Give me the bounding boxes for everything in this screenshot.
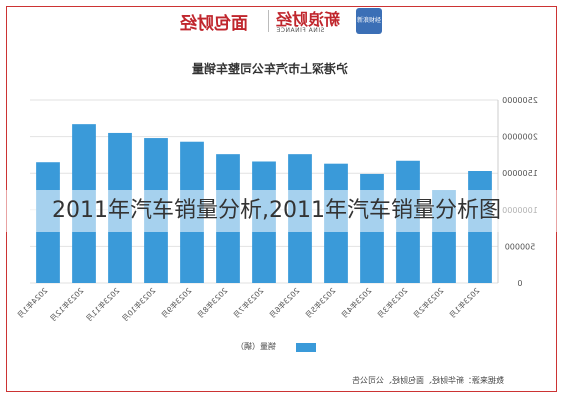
x-tick-label-group: 2023年3月 bbox=[375, 285, 410, 320]
x-tick-label-group: 2024年1月 bbox=[15, 285, 50, 320]
overlay-caption: 2011年汽车销量分析,2011年汽车销量分析图 bbox=[0, 190, 565, 232]
y-tick-label-group: 0 bbox=[517, 279, 522, 288]
x-tick-label: 2023年9月 bbox=[159, 285, 194, 320]
y-tick-label-group: 500000 bbox=[505, 242, 536, 251]
legend-swatch bbox=[296, 343, 316, 352]
x-tick-label: 2023年5月 bbox=[303, 285, 338, 320]
y-tick-label-group: 1500000 bbox=[502, 169, 538, 178]
x-tick-label: 2023年2月 bbox=[411, 285, 446, 320]
y-tick-label: 2500000 bbox=[502, 96, 538, 105]
legend-label: 销量（辆） bbox=[236, 342, 276, 351]
x-tick-label-group: 2023年6月 bbox=[267, 285, 302, 320]
x-tick-label-group: 2023年11月 bbox=[83, 285, 121, 323]
x-tick-label: 2024年1月 bbox=[15, 285, 50, 320]
y-tick-label: 1500000 bbox=[502, 169, 538, 178]
sina-finance-badge: 新浪财经 bbox=[356, 8, 382, 34]
x-tick-label-group: 2023年9月 bbox=[159, 285, 194, 320]
x-tick-label-group: 2023年7月 bbox=[231, 285, 266, 320]
x-tick-label-group: 2023年2月 bbox=[411, 285, 446, 320]
x-tick-label: 2023年1月 bbox=[447, 285, 482, 320]
x-tick-label: 2023年4月 bbox=[339, 285, 374, 320]
x-tick-label: 2023年3月 bbox=[375, 285, 410, 320]
x-tick-label-group: 2023年10月 bbox=[119, 285, 157, 323]
y-tick-label: 2000000 bbox=[502, 133, 538, 142]
x-tick-label: 2023年7月 bbox=[231, 285, 266, 320]
y-tick-label-group: 2500000 bbox=[502, 96, 538, 105]
x-tick-label-group: 2023年12月 bbox=[47, 285, 85, 323]
logo-divider bbox=[268, 10, 269, 32]
x-tick-label: 2023年8月 bbox=[195, 285, 230, 320]
x-tick-label-group: 2023年1月 bbox=[447, 285, 482, 320]
x-tick-label: 2023年10月 bbox=[119, 285, 157, 323]
y-tick-label: 500000 bbox=[505, 242, 536, 251]
x-tick-label-group: 2023年5月 bbox=[303, 285, 338, 320]
x-tick-label-group: 2023年4月 bbox=[339, 285, 374, 320]
x-tick-label: 2023年6月 bbox=[267, 285, 302, 320]
y-tick-label: 0 bbox=[517, 279, 522, 288]
x-tick-label: 2023年11月 bbox=[83, 285, 121, 323]
source-note: 数据来源：新华财经、面包财经、公司公告 bbox=[352, 376, 504, 385]
x-tick-label-group: 2023年8月 bbox=[195, 285, 230, 320]
y-tick-label-group: 2000000 bbox=[502, 133, 538, 142]
x-tick-label: 2023年12月 bbox=[47, 285, 85, 323]
